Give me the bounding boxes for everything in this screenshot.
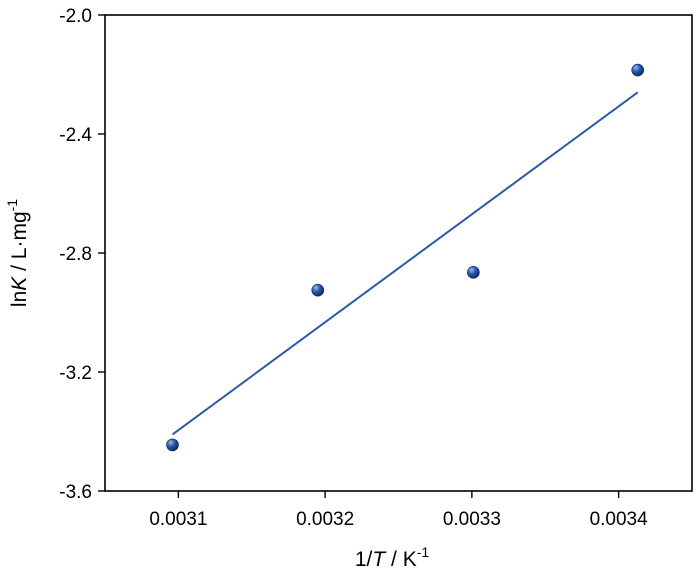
x-axis-label: 1/T / K-1: [355, 544, 430, 571]
fit-line: [171, 91, 639, 436]
y-tick-label: -3.2: [59, 363, 92, 384]
x-tick-label: 0.0033: [443, 509, 501, 530]
y-axis-label: lnK / L·mg-1: [4, 199, 31, 307]
data-point: [631, 63, 645, 77]
y-tick-label: -2.4: [59, 125, 92, 146]
data-layer: [166, 63, 645, 452]
x-tick-label: 0.0034: [590, 509, 649, 530]
data-point: [467, 266, 480, 279]
ticks: [98, 14, 620, 498]
data-point: [166, 438, 179, 452]
x-tick-label: 0.0032: [296, 509, 354, 530]
y-tick-label: -2.0: [59, 6, 92, 27]
y-tick-label: -2.8: [59, 244, 92, 265]
y-tick-label: -3.6: [59, 482, 92, 503]
data-point: [311, 283, 325, 297]
tick-labels: 0.0031 0.0032 0.0033 0.0034 -2.0 -2.4 -2.8 -3.2…: [59, 6, 648, 530]
x-tick-label: 0.0031: [149, 509, 207, 530]
